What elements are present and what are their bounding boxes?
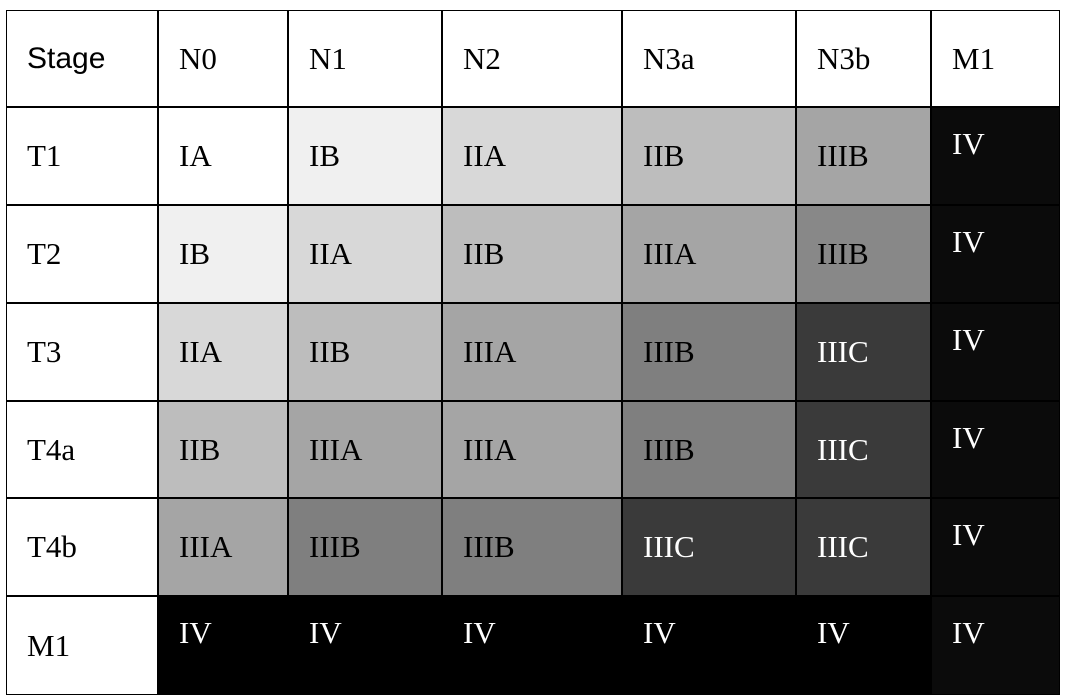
stage-cell: IIIB bbox=[796, 205, 931, 303]
stage-cell: IV bbox=[442, 596, 622, 695]
stage-cell: IIB bbox=[158, 401, 288, 498]
staging-table: Stage N0 N1 N2 N3a N3b M1 T1 IA IB IIA IIB IIIB IV T2 I… bbox=[6, 10, 1060, 695]
stage-cell: IIIB bbox=[442, 498, 622, 596]
stage-cell: IIIA bbox=[622, 205, 796, 303]
stage-cell: IIIA bbox=[158, 498, 288, 596]
stage-cell: IIIC bbox=[796, 401, 931, 498]
stage-cell: IIIB bbox=[622, 303, 796, 401]
column-header: N0 bbox=[158, 10, 288, 107]
stage-cell: IIIB bbox=[288, 498, 442, 596]
stage-cell: IV bbox=[931, 498, 1060, 596]
column-header: N1 bbox=[288, 10, 442, 107]
row-header: T2 bbox=[6, 205, 158, 303]
stage-cell: IIIC bbox=[622, 498, 796, 596]
column-header: N3a bbox=[622, 10, 796, 107]
stage-cell: IIB bbox=[288, 303, 442, 401]
row-header: T4b bbox=[6, 498, 158, 596]
stage-cell: IIIA bbox=[442, 401, 622, 498]
stage-cell: IV bbox=[931, 401, 1060, 498]
stage-cell: IA bbox=[158, 107, 288, 205]
stage-cell: IV bbox=[158, 596, 288, 695]
stage-cell: IIIC bbox=[796, 498, 931, 596]
stage-cell: IV bbox=[796, 596, 931, 695]
stage-cell: IIA bbox=[288, 205, 442, 303]
stage-cell: IIA bbox=[158, 303, 288, 401]
row-header: T1 bbox=[6, 107, 158, 205]
stage-cell: IIA bbox=[442, 107, 622, 205]
stage-cell: IIIB bbox=[622, 401, 796, 498]
row-header: T4a bbox=[6, 401, 158, 498]
stage-cell: IV bbox=[931, 596, 1060, 695]
row-header: M1 bbox=[6, 596, 158, 695]
stage-cell: IIB bbox=[442, 205, 622, 303]
stage-cell: IB bbox=[288, 107, 442, 205]
column-header: M1 bbox=[931, 10, 1060, 107]
stage-cell: IV bbox=[288, 596, 442, 695]
stage-cell: IV bbox=[931, 303, 1060, 401]
corner-header: Stage bbox=[6, 10, 158, 107]
stage-cell: IIIB bbox=[796, 107, 931, 205]
stage-cell: IIIC bbox=[796, 303, 931, 401]
stage-cell: IIB bbox=[622, 107, 796, 205]
stage-cell: IV bbox=[931, 107, 1060, 205]
stage-cell: IIIA bbox=[442, 303, 622, 401]
column-header: N2 bbox=[442, 10, 622, 107]
stage-cell: IV bbox=[622, 596, 796, 695]
row-header: T3 bbox=[6, 303, 158, 401]
stage-cell: IIIA bbox=[288, 401, 442, 498]
stage-cell: IV bbox=[931, 205, 1060, 303]
stage-cell: IB bbox=[158, 205, 288, 303]
column-header: N3b bbox=[796, 10, 931, 107]
